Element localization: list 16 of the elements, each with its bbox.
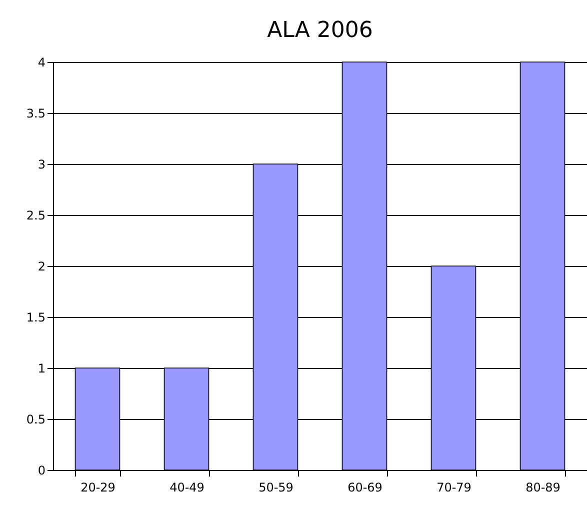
y-tick-label: 3 <box>38 158 46 172</box>
x-tick-label: 50-59 <box>258 480 294 494</box>
y-tick-label: 2 <box>38 260 46 274</box>
y-tick-label: 2.5 <box>26 208 46 222</box>
x-tick-label: 60-69 <box>348 480 382 494</box>
y-tick-label: 1 <box>38 362 46 376</box>
x-tick-label: 20-29 <box>80 480 116 494</box>
y-tick-label: 0 <box>38 464 46 478</box>
x-tick-label: 80-89 <box>526 480 560 494</box>
y-tick-label: 1.5 <box>26 310 46 324</box>
x-tick-label: 70-79 <box>436 480 472 494</box>
y-tick-label: 4 <box>38 56 46 70</box>
y-tick-label: 0.5 <box>26 412 46 426</box>
y-tick-label: 3.5 <box>26 106 46 120</box>
chart-title: ALA 2006 <box>267 18 373 43</box>
x-tick-label: 40-49 <box>170 480 204 494</box>
